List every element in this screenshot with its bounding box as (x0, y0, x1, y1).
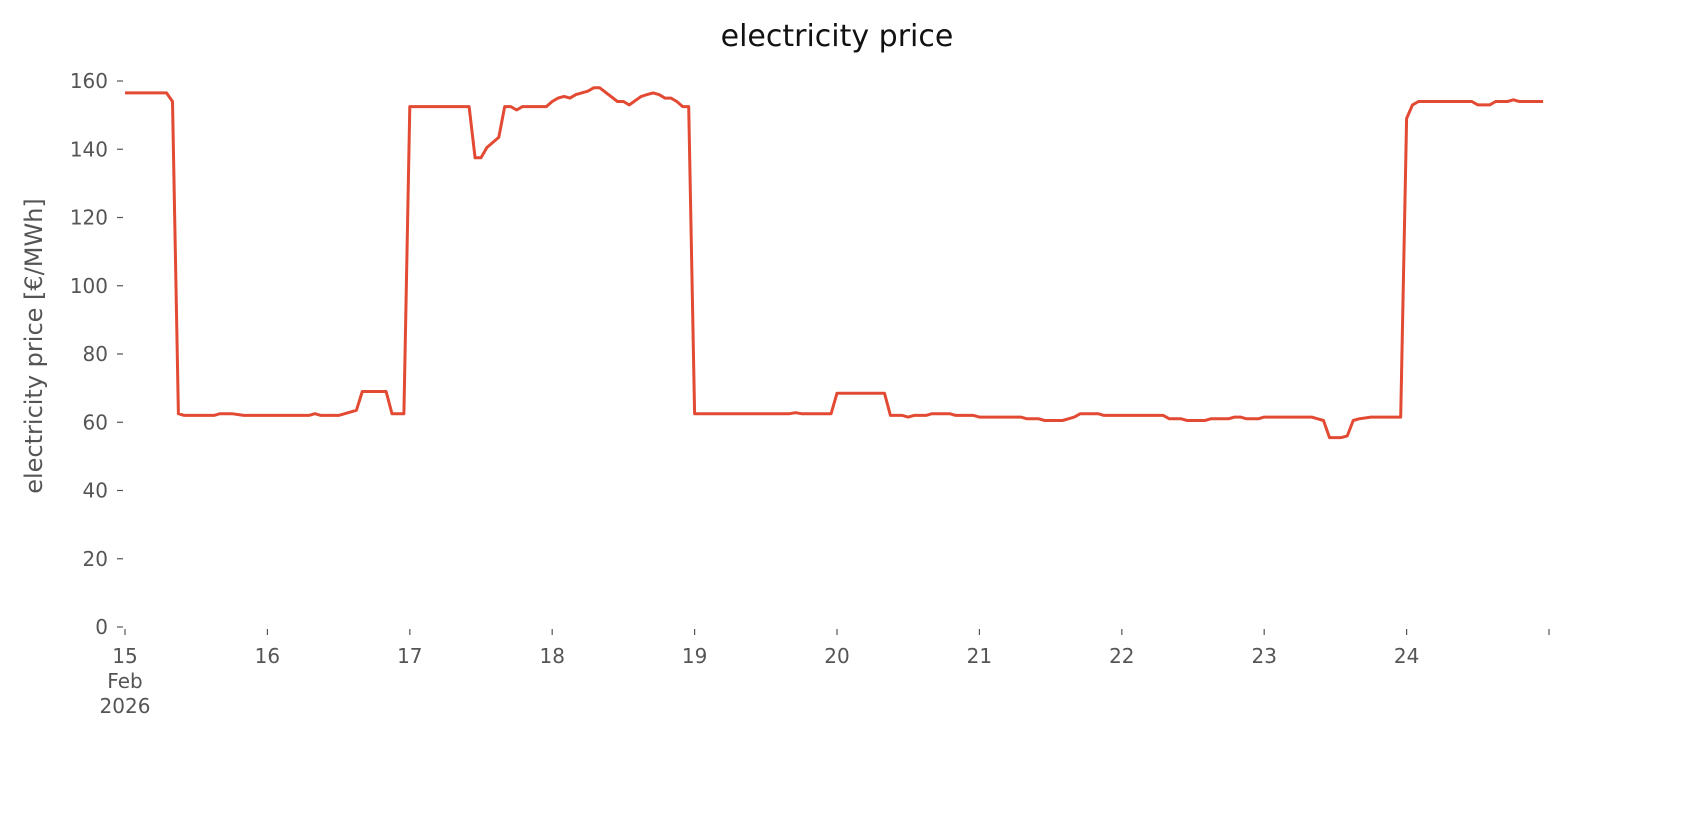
y-axis-label: electricity price [€/MWh] (20, 198, 48, 494)
y-tick-label: 40 (83, 479, 108, 503)
x-tick-label: 23 (1251, 644, 1276, 668)
y-tick-label: 80 (83, 342, 108, 366)
y-tick-label: 120 (70, 206, 108, 230)
y-tick-label: 60 (83, 410, 108, 434)
x-tick-label: 2026 (100, 694, 151, 718)
price-line (125, 86, 1544, 440)
y-axis: 0 20 40 60 80 100 120 140 160 (70, 69, 123, 639)
y-tick-label: 100 (70, 274, 108, 298)
chart-title: electricity price (721, 19, 954, 54)
x-tick-label: 22 (1109, 644, 1134, 668)
x-tick-label: 19 (682, 644, 707, 668)
x-tick-label: 17 (397, 644, 422, 668)
y-tick-label: 140 (70, 137, 108, 161)
series-group (125, 86, 1544, 440)
y-tick-label: 160 (70, 69, 108, 93)
x-tick-label: 16 (255, 644, 280, 668)
x-tick-label: 15 (112, 644, 137, 668)
y-tick-label: 0 (95, 615, 108, 639)
x-tick-label: 24 (1394, 644, 1419, 668)
x-tick-label: 20 (824, 644, 849, 668)
x-tick-label: 18 (539, 644, 564, 668)
x-tick-label: Feb (107, 669, 142, 693)
x-tick-label: 21 (967, 644, 992, 668)
y-tick-label: 20 (83, 547, 108, 571)
